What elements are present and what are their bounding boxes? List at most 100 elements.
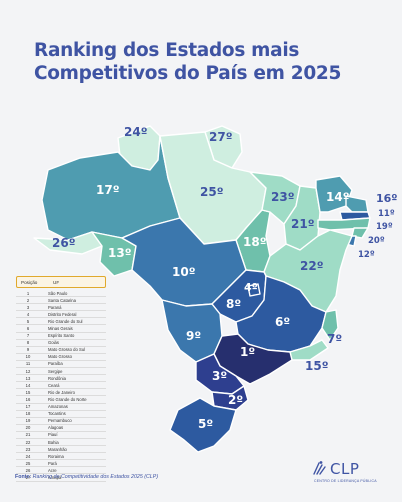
legend-row: 16 Rio Grande do Norte [16, 396, 106, 404]
legend-row: 13 Rondônia [16, 375, 106, 383]
legend-row: 21 Piauí [16, 432, 106, 439]
label-PA: 25º [200, 185, 224, 199]
legend-row-state: Maranhão [48, 446, 67, 452]
page-title: Ranking dos Estados mais Competitivos do… [34, 39, 374, 85]
label-RN: 16º [376, 192, 398, 205]
ranking-legend-table: Posição UF 1 São Paulo 2 Santa Catarina 3 Par… [16, 276, 106, 482]
legend-row-position: 16 [25, 396, 31, 402]
legend-row-state: Pará [48, 460, 57, 466]
label-MG: 6º [275, 315, 290, 329]
label-AL: 20º [368, 236, 385, 246]
legend-row-position: 8 [26, 340, 30, 346]
legend-row-position: 1 [26, 290, 30, 296]
label-PB: 11º [378, 209, 395, 219]
legend-row-state: Rondônia [48, 375, 66, 381]
label-DF: 4º [244, 281, 258, 294]
legend-row-position: 27 [25, 474, 31, 480]
legend-row-state: Alagoas [48, 425, 64, 431]
label-MT: 10º [172, 265, 196, 279]
legend-row-state: Tocantins [48, 411, 66, 417]
legend-row: 2 Santa Catarina [16, 297, 106, 305]
legend-row: 24 Roraima [16, 453, 106, 461]
legend-row-position: 25 [25, 460, 31, 466]
legend-row-state: Minas Gerais [48, 326, 73, 332]
legend-row: 27 Amapá [16, 474, 106, 482]
label-SP: 1º [240, 345, 255, 359]
legend-row-position: 3 [26, 304, 30, 310]
legend-row-position: 11 [25, 361, 31, 367]
legend-row-position: 10 [25, 354, 31, 360]
label-TO: 18º [243, 235, 267, 249]
legend-row: 15 Rio de Janeiro [16, 389, 106, 397]
state-CE [315, 175, 353, 213]
legend-row-position: 6 [26, 326, 30, 332]
legend-row-position: 17 [25, 404, 31, 410]
legend-row: 6 Minas Gerais [16, 325, 106, 333]
legend-header: Posição UF [16, 276, 106, 288]
legend-row-position: 13 [25, 375, 31, 381]
label-BA: 22º [300, 259, 324, 273]
legend-row-position: 24 [25, 453, 31, 459]
legend-row-state: Rio Grande do Sul [48, 318, 83, 324]
state-DF [247, 283, 261, 297]
legend-row-state: Rio Grande do Norte [48, 396, 87, 402]
legend-row-position: 15 [25, 389, 31, 395]
legend-row: 4 Distrito Federal [16, 311, 106, 319]
legend-row-state: Ceará [48, 382, 60, 388]
legend-rows: 1 São Paulo 2 Santa Catarina 3 Paraná 4 Distrit… [16, 290, 106, 482]
legend-row-state: Goiás [48, 340, 59, 346]
legend-row: 23 Maranhão [16, 446, 106, 454]
legend-row-position: 19 [25, 418, 31, 424]
legend-row-position: 20 [25, 425, 31, 431]
legend-row: 22 Bahia [16, 439, 106, 447]
legend-row-state: Rio de Janeiro [48, 389, 76, 395]
legend-row-state: Amapá [48, 474, 62, 480]
legend-header-uf: UF [53, 279, 60, 285]
legend-row: 26 Acre [16, 467, 106, 475]
legend-row-position: 12 [25, 368, 31, 374]
legend-row-position: 14 [25, 382, 31, 388]
legend-header-position: Posição [21, 279, 38, 285]
legend-row: 19 Pernambuco [16, 418, 106, 425]
clp-logo-subtitle: CENTRO DE LIDERANÇA PÚBLICA [314, 479, 377, 483]
legend-row: 9 Mato Grosso do Sul [16, 347, 106, 354]
legend-row-position: 22 [25, 439, 31, 445]
legend-row-state: São Paulo [48, 290, 68, 296]
legend-row-position: 7 [26, 333, 30, 339]
legend-row: 18 Tocantins [16, 411, 106, 418]
label-ES: 7º [327, 332, 342, 346]
source-label: Fonte: [15, 474, 32, 480]
legend-row-state: Pernambuco [48, 418, 72, 424]
legend-row-state: Roraima [48, 453, 64, 459]
legend-row-state: Paraíba [48, 361, 63, 367]
label-AC: 26º [52, 236, 76, 250]
legend-row-state: Acre [48, 467, 57, 473]
legend-row-state: Mato Grosso do Sul [48, 347, 86, 353]
label-RR: 24º [124, 125, 148, 139]
label-PR: 3º [212, 369, 227, 383]
label-SC: 2º [228, 393, 243, 407]
label-PI: 21º [291, 217, 315, 231]
legend-row: 3 Paraná [16, 304, 106, 312]
legend-row-state: Piauí [48, 432, 58, 438]
legend-row-state: Espírito Santo [48, 333, 75, 339]
legend-row: 14 Ceará [16, 382, 106, 390]
legend-row-position: 5 [26, 318, 30, 324]
legend-row-state: Bahia [48, 439, 59, 445]
legend-row-position: 4 [26, 311, 30, 317]
label-MS: 9º [186, 329, 201, 343]
title-line-2: Competitivos do País em 2025 [34, 63, 342, 84]
legend-row: 20 Alagoas [16, 425, 106, 432]
legend-row: 17 Amazonas [16, 404, 106, 411]
clp-logo: CLP CENTRO DE LIDERANÇA PÚBLICA [312, 460, 388, 490]
label-AM: 17º [96, 183, 120, 197]
legend-row: 7 Espírito Santo [16, 333, 106, 340]
label-SE: 12º [358, 250, 375, 260]
legend-row-position: 23 [25, 446, 31, 452]
legend-row-state: Amazonas [48, 404, 68, 410]
label-RJ: 15º [305, 359, 329, 373]
legend-row-state: Distrito Federal [48, 311, 77, 317]
legend-row: 8 Goiás [16, 340, 106, 347]
legend-row-state: Paraná [48, 304, 62, 310]
